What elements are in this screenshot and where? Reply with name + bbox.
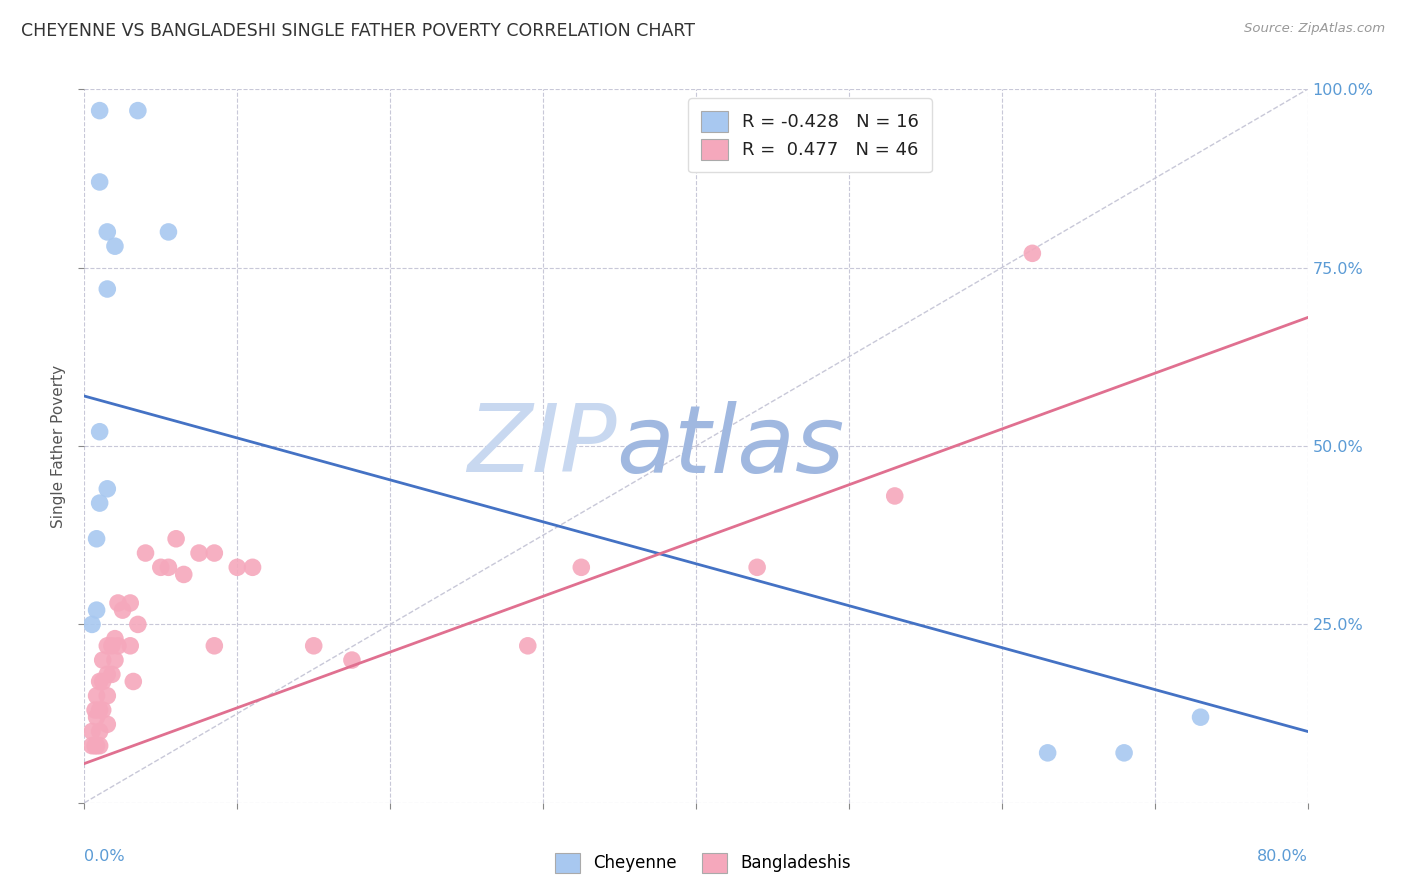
Point [157, 560, 180, 574]
Text: 80.0%: 80.0% [1257, 849, 1308, 864]
Point [127, 617, 149, 632]
Point [96, 717, 118, 731]
Point [202, 546, 225, 560]
Point [302, 639, 325, 653]
Point [91, 703, 114, 717]
Point [104, 653, 127, 667]
Point [120, 596, 142, 610]
Text: Source: ZipAtlas.com: Source: ZipAtlas.com [1244, 22, 1385, 36]
Point [96, 639, 118, 653]
Point [111, 603, 134, 617]
Point [86, 532, 108, 546]
Legend: R = -0.428   N = 16, R =  0.477   N = 46: R = -0.428 N = 16, R = 0.477 N = 46 [688, 98, 932, 172]
Point [120, 639, 142, 653]
Point [516, 639, 538, 653]
Point [96, 482, 118, 496]
Point [89, 175, 111, 189]
Point [747, 560, 769, 574]
Y-axis label: Single Father Poverty: Single Father Poverty [51, 365, 66, 527]
Text: CHEYENNE VS BANGLADESHI SINGLE FATHER POVERTY CORRELATION CHART: CHEYENNE VS BANGLADESHI SINGLE FATHER PO… [21, 22, 695, 40]
Point [1021, 246, 1043, 260]
Point [135, 546, 157, 560]
Point [89, 425, 111, 439]
Point [86, 739, 108, 753]
Point [149, 560, 172, 574]
Point [173, 567, 195, 582]
Point [242, 560, 264, 574]
Point [1036, 746, 1059, 760]
Point [80, 617, 103, 632]
Point [89, 739, 111, 753]
Point [89, 703, 111, 717]
Point [107, 596, 129, 610]
Point [91, 674, 114, 689]
Point [84, 703, 107, 717]
Point [86, 689, 108, 703]
Point [1189, 710, 1212, 724]
Point [80, 724, 103, 739]
Point [96, 667, 118, 681]
Point [96, 689, 118, 703]
Point [89, 496, 111, 510]
Point [104, 632, 127, 646]
Point [84, 739, 107, 753]
Text: ZIP: ZIP [467, 401, 616, 491]
Point [165, 532, 187, 546]
Point [89, 674, 111, 689]
Point [127, 103, 149, 118]
Point [86, 603, 108, 617]
Point [80, 739, 103, 753]
Point [86, 710, 108, 724]
Point [1114, 746, 1136, 760]
Legend: Cheyenne, Bangladeshis: Cheyenne, Bangladeshis [548, 847, 858, 880]
Point [883, 489, 905, 503]
Point [101, 639, 124, 653]
Point [202, 639, 225, 653]
Point [89, 103, 111, 118]
Point [89, 724, 111, 739]
Point [226, 560, 249, 574]
Point [96, 282, 118, 296]
Point [107, 639, 129, 653]
Point [91, 653, 114, 667]
Point [340, 653, 363, 667]
Point [96, 225, 118, 239]
Point [101, 667, 124, 681]
Point [104, 239, 127, 253]
Point [122, 674, 145, 689]
Point [569, 560, 592, 574]
Text: 0.0%: 0.0% [84, 849, 125, 864]
Text: atlas: atlas [616, 401, 845, 491]
Point [188, 546, 211, 560]
Point [157, 225, 180, 239]
